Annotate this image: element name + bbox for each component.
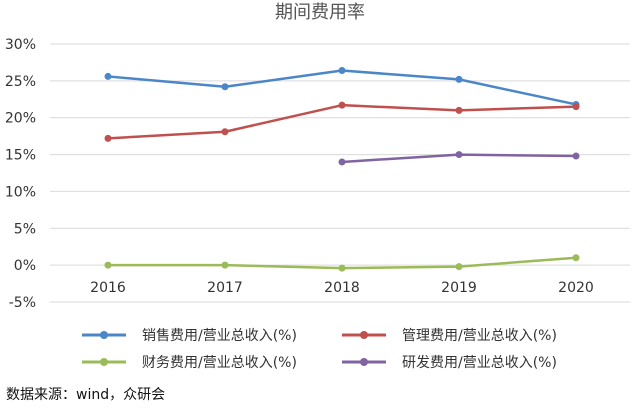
data-point — [455, 263, 463, 271]
y-tick-label: 25% — [5, 74, 36, 90]
legend-label: 研发费用/营业总收入(%) — [402, 355, 557, 371]
data-point — [572, 254, 580, 262]
data-point — [104, 261, 112, 269]
data-point — [455, 106, 463, 114]
legend-label: 财务费用/营业总收入(%) — [142, 355, 297, 371]
y-tick-label: 0% — [14, 258, 36, 274]
y-tick-label: 5% — [14, 221, 36, 237]
x-tick-label: 2017 — [207, 280, 243, 296]
legend-label: 销售费用/营业总收入(%) — [142, 328, 297, 344]
series-line-1 — [107, 69, 577, 106]
data-point — [338, 101, 346, 109]
data-point — [572, 103, 580, 111]
legend-label: 管理费用/营业总收入(%) — [402, 328, 557, 344]
y-tick-label: 30% — [5, 37, 36, 53]
data-point — [338, 67, 346, 75]
gridlines — [50, 43, 630, 303]
series-layer — [104, 67, 580, 272]
y-tick-label: -5% — [9, 295, 36, 311]
y-tick-label: 10% — [5, 184, 36, 200]
data-point — [338, 158, 346, 166]
data-point — [221, 128, 229, 136]
data-point — [221, 83, 229, 91]
y-tick-label: 15% — [5, 148, 36, 164]
data-point — [455, 151, 463, 159]
source-note: 数据来源：wind，众研会 — [6, 387, 165, 403]
data-point — [104, 134, 112, 142]
legend-swatch-marker — [100, 358, 108, 366]
data-point — [104, 72, 112, 80]
x-tick-label: 2016 — [90, 280, 126, 296]
chart-title: 期间费用率 — [275, 2, 365, 23]
data-point — [221, 261, 229, 269]
x-tick-label: 2019 — [441, 280, 477, 296]
legend-swatch-marker — [100, 331, 108, 339]
y-tick-label: 20% — [5, 111, 36, 127]
data-point — [572, 152, 580, 160]
x-axis-ticks: 2016 2017 2018 2019 2020 — [90, 280, 594, 296]
data-point — [455, 75, 463, 83]
x-tick-label: 2018 — [324, 280, 360, 296]
legend-swatch-marker — [360, 358, 368, 366]
y-axis-ticks: 30% 25% 20% 15% 10% 5% 0% -5% — [5, 37, 36, 311]
data-point — [338, 264, 346, 272]
legend-swatch-marker — [360, 331, 368, 339]
x-tick-label: 2020 — [558, 280, 594, 296]
legend: 销售费用/营业总收入(%) 管理费用/营业总收入(%) 财务费用/营业总收入(%) 研… — [82, 328, 557, 371]
series-line-2 — [107, 103, 577, 140]
